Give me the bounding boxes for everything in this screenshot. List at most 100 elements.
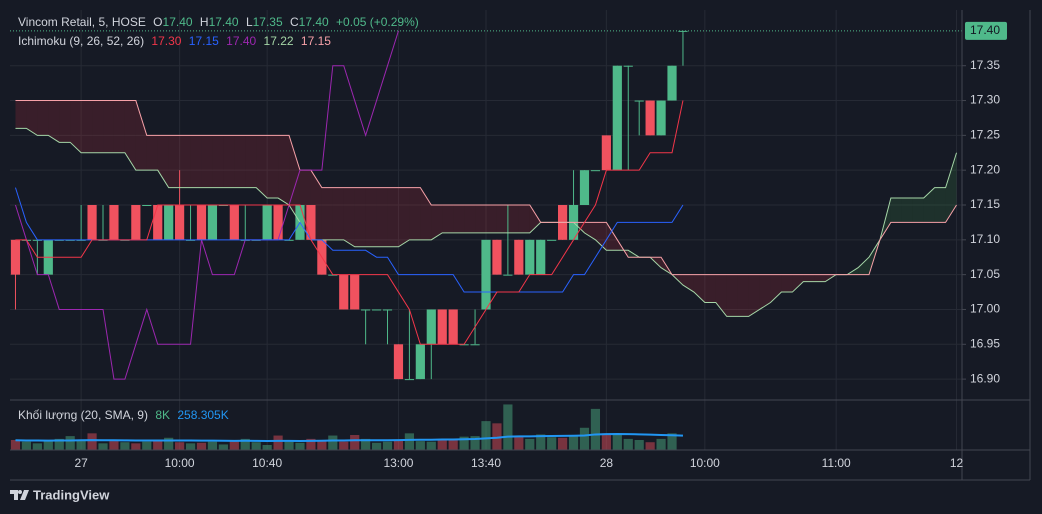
cloud-segment bbox=[15, 100, 27, 129]
y-tick-label: 17.30 bbox=[970, 93, 1000, 107]
volume-bar bbox=[623, 438, 633, 450]
logo-dot bbox=[18, 490, 22, 494]
cloud-segment bbox=[398, 187, 410, 247]
volume-bar bbox=[339, 441, 349, 450]
candle-body bbox=[98, 239, 108, 241]
candle-body bbox=[262, 205, 272, 240]
y-tick-label: 17.00 bbox=[970, 302, 1000, 316]
cloud-segment bbox=[256, 135, 268, 199]
chikou-line bbox=[14, 30, 399, 380]
cloud-segment bbox=[387, 187, 399, 247]
cloud-segment bbox=[901, 198, 913, 223]
volume-bar bbox=[601, 433, 611, 450]
ohlc-value: 17.40 bbox=[163, 15, 193, 29]
change: +0.05 (+0.29%) bbox=[336, 15, 419, 29]
cloud-segment bbox=[267, 135, 279, 199]
cloud-segment bbox=[179, 135, 191, 188]
volume-bar bbox=[393, 440, 404, 450]
symbol: Vincom Retail, 5, HOSE bbox=[18, 15, 146, 29]
volume-bar bbox=[175, 442, 185, 450]
cloud-segment bbox=[803, 274, 815, 282]
volume-bar bbox=[404, 433, 414, 450]
cloud-segment bbox=[135, 100, 147, 171]
cloud-segment bbox=[858, 257, 869, 275]
y-tick-label: 17.20 bbox=[970, 162, 1000, 176]
candle-body bbox=[185, 239, 196, 241]
volume-bar bbox=[634, 440, 644, 450]
candle-body bbox=[492, 239, 502, 275]
cloud-segment bbox=[245, 135, 257, 188]
volume-bar bbox=[284, 441, 294, 450]
x-tick-label: 27 bbox=[74, 456, 88, 470]
indicator-value: 17.30 bbox=[151, 34, 181, 48]
volume-bar bbox=[382, 441, 393, 450]
volume-bar bbox=[437, 438, 447, 450]
volume-bar bbox=[503, 404, 513, 450]
indicator-label: Khối lượng (20, SMA, 9) bbox=[18, 408, 148, 422]
candle-body bbox=[634, 100, 644, 102]
candle-body bbox=[65, 239, 75, 241]
cloud-segment bbox=[223, 135, 235, 188]
cloud-segment bbox=[92, 100, 104, 153]
symbol-legend: Vincom Retail, 5, HOSE O17.40 H17.40 L17… bbox=[18, 15, 419, 29]
y-tick-label: 17.25 bbox=[970, 128, 1000, 142]
span-a-line bbox=[15, 127, 958, 317]
candle-body bbox=[273, 205, 283, 240]
cloud-segment bbox=[945, 152, 957, 223]
volume-bar bbox=[229, 440, 239, 450]
candle-body bbox=[645, 100, 655, 136]
x-tick-label: 28 bbox=[600, 456, 614, 470]
cloud-segment bbox=[704, 274, 716, 303]
volume-bar bbox=[470, 436, 480, 450]
candle-body bbox=[76, 239, 86, 241]
candle-body bbox=[503, 274, 513, 276]
cloud-segment bbox=[475, 205, 486, 233]
cloud-segment bbox=[923, 187, 935, 223]
candle-body bbox=[612, 65, 622, 171]
volume-bar bbox=[459, 436, 469, 450]
candle-body bbox=[667, 65, 677, 101]
volume-bar bbox=[32, 443, 42, 450]
cloud-segment bbox=[234, 135, 246, 188]
cloud-segment bbox=[420, 187, 432, 240]
indicator-value: 17.15 bbox=[301, 34, 331, 48]
candle-body bbox=[579, 170, 590, 205]
cloud-segment bbox=[814, 274, 826, 282]
ohlc-value: 17.40 bbox=[209, 15, 239, 29]
candle-body bbox=[54, 239, 64, 241]
volume-bar bbox=[196, 442, 207, 450]
volume-bar bbox=[262, 445, 272, 450]
cloud-segment bbox=[354, 187, 366, 247]
candle-body bbox=[481, 239, 491, 310]
candle-body bbox=[87, 205, 97, 240]
cloud-segment bbox=[124, 100, 136, 171]
candle-body bbox=[437, 309, 447, 345]
candle-body bbox=[339, 274, 349, 310]
candle-body bbox=[196, 205, 207, 240]
cloud-segment bbox=[759, 274, 771, 310]
volume-bar bbox=[514, 435, 524, 450]
volume-bar bbox=[547, 437, 557, 450]
cloud-segment bbox=[496, 205, 508, 233]
y-tick-label: 16.90 bbox=[970, 371, 1000, 385]
volume-bar bbox=[43, 441, 53, 450]
volume-bar bbox=[371, 442, 382, 450]
candle-body bbox=[32, 239, 42, 241]
candle-body bbox=[120, 239, 130, 241]
cloud-segment bbox=[584, 222, 596, 240]
brand-name: TradingView bbox=[33, 487, 110, 502]
y-tick-label: 17.05 bbox=[970, 267, 1000, 281]
tenkan-line bbox=[15, 100, 684, 345]
cloud-segment bbox=[70, 100, 82, 153]
span-b-line bbox=[15, 100, 957, 276]
candle-body bbox=[601, 135, 611, 171]
candle-body bbox=[448, 309, 458, 345]
x-tick-label: 12 bbox=[950, 456, 964, 470]
cloud-segment bbox=[113, 100, 125, 153]
cloud-segment bbox=[168, 135, 180, 188]
volume-bar bbox=[590, 408, 601, 450]
candle-body bbox=[10, 239, 21, 275]
indicator-value: 8K bbox=[155, 408, 170, 422]
candle-body bbox=[131, 205, 141, 240]
volume-bar bbox=[667, 433, 677, 450]
